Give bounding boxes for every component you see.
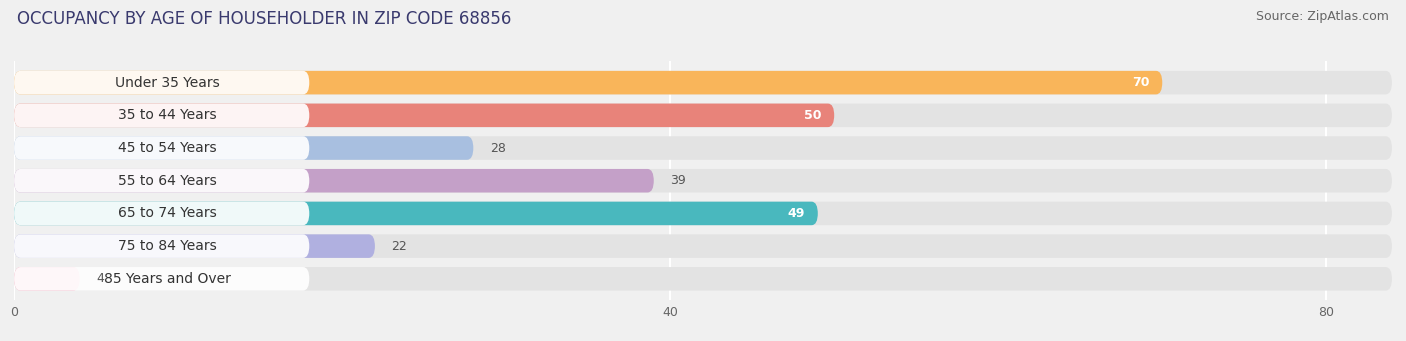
FancyBboxPatch shape: [14, 202, 1392, 225]
Text: 55 to 64 Years: 55 to 64 Years: [118, 174, 217, 188]
Text: 70: 70: [1132, 76, 1149, 89]
FancyBboxPatch shape: [14, 267, 1392, 291]
FancyBboxPatch shape: [14, 234, 309, 258]
FancyBboxPatch shape: [14, 202, 818, 225]
Text: 50: 50: [804, 109, 821, 122]
FancyBboxPatch shape: [14, 71, 1163, 94]
Text: OCCUPANCY BY AGE OF HOUSEHOLDER IN ZIP CODE 68856: OCCUPANCY BY AGE OF HOUSEHOLDER IN ZIP C…: [17, 10, 512, 28]
Text: Source: ZipAtlas.com: Source: ZipAtlas.com: [1256, 10, 1389, 23]
FancyBboxPatch shape: [14, 136, 1392, 160]
Text: 22: 22: [391, 240, 408, 253]
Text: 45 to 54 Years: 45 to 54 Years: [118, 141, 217, 155]
FancyBboxPatch shape: [14, 104, 834, 127]
FancyBboxPatch shape: [14, 169, 654, 193]
FancyBboxPatch shape: [14, 104, 1392, 127]
FancyBboxPatch shape: [14, 104, 309, 127]
FancyBboxPatch shape: [14, 71, 1392, 94]
Text: 39: 39: [671, 174, 686, 187]
FancyBboxPatch shape: [14, 267, 80, 291]
FancyBboxPatch shape: [14, 71, 309, 94]
Text: 75 to 84 Years: 75 to 84 Years: [118, 239, 217, 253]
Text: 65 to 74 Years: 65 to 74 Years: [118, 206, 217, 220]
FancyBboxPatch shape: [14, 136, 474, 160]
FancyBboxPatch shape: [14, 234, 1392, 258]
FancyBboxPatch shape: [14, 136, 309, 160]
Text: Under 35 Years: Under 35 Years: [115, 76, 219, 90]
Text: 35 to 44 Years: 35 to 44 Years: [118, 108, 217, 122]
Text: 28: 28: [489, 142, 506, 154]
FancyBboxPatch shape: [14, 169, 309, 193]
FancyBboxPatch shape: [14, 202, 309, 225]
FancyBboxPatch shape: [14, 267, 309, 291]
Text: 49: 49: [787, 207, 804, 220]
FancyBboxPatch shape: [14, 234, 375, 258]
FancyBboxPatch shape: [14, 169, 1392, 193]
Text: 85 Years and Over: 85 Years and Over: [104, 272, 231, 286]
Text: 4: 4: [96, 272, 104, 285]
